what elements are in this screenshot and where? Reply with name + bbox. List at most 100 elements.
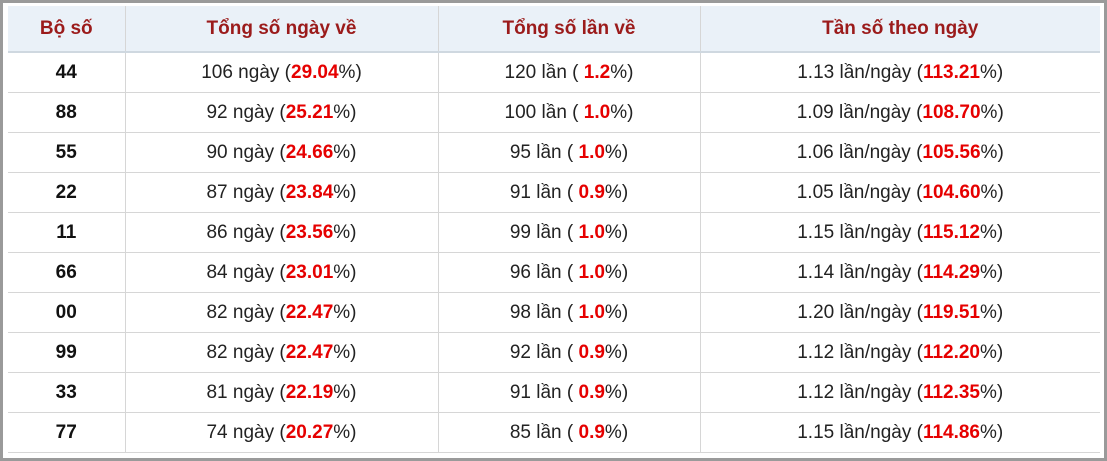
header-row: Bộ số Tổng số ngày về Tổng số lần về Tần số… xyxy=(8,6,1100,53)
cell-text: 98 lần ( xyxy=(509,301,579,323)
stat-cell: 1.13 lần/ngày (113.21%) xyxy=(700,52,1100,93)
cell-text: %) xyxy=(980,181,1004,203)
cell-text: %) xyxy=(333,261,357,283)
table-row: 99 82 ngày (22.47%) 92 lần ( 0.9%) 1.12 lần… xyxy=(8,332,1100,373)
number-pair: 11 xyxy=(8,212,126,253)
cell-text: %) xyxy=(980,221,1004,243)
stat-cell: 90 ngày (24.66%) xyxy=(125,132,439,173)
cell-text: 99 lần ( xyxy=(509,221,579,243)
percent-value: 119.51 xyxy=(922,301,981,323)
cell-text: 106 ngày ( xyxy=(201,61,291,83)
percent-value: 29.04 xyxy=(291,61,339,83)
percent-value: 25.21 xyxy=(285,101,334,123)
stat-cell: 106 ngày (29.04%) xyxy=(125,52,439,93)
cell-text: 95 lần ( xyxy=(509,141,579,163)
number-pair: 55 xyxy=(8,132,126,173)
cell-text: %) xyxy=(604,421,629,443)
stat-cell: 84 ngày (23.01%) xyxy=(125,252,439,293)
header-cell: Tổng số lần về xyxy=(438,6,701,53)
cell-text: 84 ngày ( xyxy=(206,261,286,283)
cell-text: %) xyxy=(338,61,362,83)
cell-text: %) xyxy=(333,181,357,203)
percent-value: 104.60 xyxy=(922,181,981,203)
cell-text: %) xyxy=(333,221,357,243)
cell-text: %) xyxy=(333,141,357,163)
stat-cell: 81 ngày (22.19%) xyxy=(125,372,439,413)
stat-cell: 92 ngày (25.21%) xyxy=(125,92,439,133)
cell-text: 1.15 lần/ngày ( xyxy=(797,221,923,243)
percent-value: 23.56 xyxy=(285,221,334,243)
cell-text: %) xyxy=(604,141,629,163)
table-row: 11 86 ngày (23.56%) 99 lần ( 1.0%) 1.15 lần… xyxy=(8,212,1100,253)
cell-text: 86 ngày ( xyxy=(206,221,286,243)
cell-text: %) xyxy=(604,381,629,403)
cell-text: 1.14 lần/ngày ( xyxy=(797,261,923,283)
stat-cell: 99 lần ( 1.0%) xyxy=(438,212,701,253)
cell-text: 96 lần ( xyxy=(509,261,579,283)
percent-value: 1.0 xyxy=(578,301,605,323)
percent-value: 112.20 xyxy=(922,341,981,363)
cell-text: 1.06 lần/ngày ( xyxy=(796,141,923,163)
cell-text: 1.12 lần/ngày ( xyxy=(797,341,923,363)
percent-value: 113.21 xyxy=(922,61,981,83)
table-row: 22 87 ngày (23.84%) 91 lần ( 0.9%) 1.05 lần… xyxy=(8,172,1100,213)
table-row: 44 106 ngày (29.04%) 120 lần ( 1.2%) 1.13 l… xyxy=(8,52,1100,93)
header-cell: Tổng số ngày về xyxy=(125,6,439,53)
stat-cell: 74 ngày (20.27%) xyxy=(125,412,439,453)
cell-text: %) xyxy=(604,341,629,363)
cell-text: 85 lần ( xyxy=(509,421,579,443)
cell-text: %) xyxy=(610,101,634,123)
percent-value: 23.01 xyxy=(285,261,334,283)
cell-text: %) xyxy=(333,341,357,363)
stat-cell: 91 lần ( 0.9%) xyxy=(438,172,701,213)
stat-cell: 1.05 lần/ngày (104.60%) xyxy=(700,172,1100,213)
percent-value: 108.70 xyxy=(922,101,981,123)
cell-text: %) xyxy=(980,381,1004,403)
header-cell: Bộ số xyxy=(8,6,126,53)
cell-text: %) xyxy=(604,221,629,243)
percent-value: 23.84 xyxy=(285,181,334,203)
cell-text: 1.09 lần/ngày ( xyxy=(796,101,923,123)
percent-value: 20.27 xyxy=(285,421,334,443)
cell-text: %) xyxy=(980,421,1004,443)
cell-text: %) xyxy=(604,301,629,323)
number-pair: 66 xyxy=(8,252,126,293)
table-row: 00 82 ngày (22.47%) 98 lần ( 1.0%) 1.20 lần… xyxy=(8,292,1100,333)
stat-cell: 1.06 lần/ngày (105.56%) xyxy=(700,132,1100,173)
cell-text: %) xyxy=(980,341,1004,363)
percent-value: 1.0 xyxy=(578,261,605,283)
stat-cell: 98 lần ( 1.0%) xyxy=(438,292,701,333)
percent-value: 22.47 xyxy=(285,341,334,363)
percent-value: 0.9 xyxy=(578,341,605,363)
cell-text: 1.12 lần/ngày ( xyxy=(797,381,923,403)
cell-text: %) xyxy=(333,301,357,323)
cell-text: %) xyxy=(980,261,1004,283)
cell-text: 92 lần ( xyxy=(509,341,579,363)
stat-cell: 1.12 lần/ngày (112.35%) xyxy=(700,372,1100,413)
cell-text: 1.05 lần/ngày ( xyxy=(796,181,923,203)
number-pair: 99 xyxy=(8,332,126,373)
cell-text: 81 ngày ( xyxy=(206,381,286,403)
stat-cell: 100 lần ( 1.0%) xyxy=(438,92,701,133)
number-pair: 22 xyxy=(8,172,126,213)
cell-text: 120 lần ( xyxy=(504,61,584,83)
cell-text: 82 ngày ( xyxy=(206,301,286,323)
cell-text: %) xyxy=(333,381,357,403)
cell-text: 90 ngày ( xyxy=(206,141,286,163)
stat-cell: 82 ngày (22.47%) xyxy=(125,332,439,373)
table-row: 66 84 ngày (23.01%) 96 lần ( 1.0%) 1.14 lần… xyxy=(8,252,1100,293)
cell-text: %) xyxy=(980,101,1004,123)
header-cell: Tần số theo ngày xyxy=(700,6,1100,53)
percent-value: 105.56 xyxy=(922,141,981,163)
percent-value: 0.9 xyxy=(578,421,605,443)
cell-text: %) xyxy=(333,101,357,123)
cell-text: 92 ngày ( xyxy=(206,101,286,123)
table-row: 88 92 ngày (25.21%) 100 lần ( 1.0%) 1.09 lầ… xyxy=(8,92,1100,133)
cell-text: 1.13 lần/ngày ( xyxy=(797,61,923,83)
cell-text: 1.15 lần/ngày ( xyxy=(797,421,923,443)
percent-value: 1.2 xyxy=(583,61,611,83)
cell-text: %) xyxy=(604,261,629,283)
percent-value: 0.9 xyxy=(578,181,605,203)
stat-cell: 1.15 lần/ngày (115.12%) xyxy=(700,212,1100,253)
